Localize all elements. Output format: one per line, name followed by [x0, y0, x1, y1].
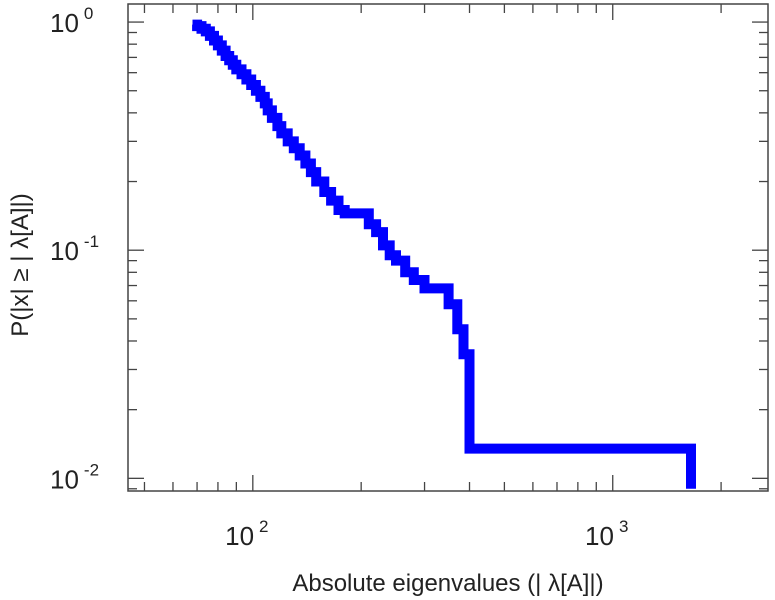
x-tick-label: 10 3	[585, 517, 628, 551]
x-tick-label-exponent: 3	[619, 517, 628, 536]
y-tick-label-exponent: -1	[84, 232, 99, 251]
y-tick-label: 10 -1	[50, 232, 99, 266]
plot-frame	[127, 3, 769, 492]
x-tick-label-base: 10	[225, 521, 254, 551]
y-tick-label-base: 10	[50, 236, 79, 266]
y-tick-label: 10 0	[50, 4, 93, 38]
series-line-eigenvalue-ccdf	[192, 19, 696, 489]
y-tick-label-exponent: -2	[84, 460, 99, 479]
x-tick-labels: 10 2 10 3	[225, 517, 628, 551]
y-tick-labels: 10 0 10 -1 10 -2	[50, 4, 99, 494]
major-ticks	[128, 4, 768, 491]
x-tick-label-base: 10	[585, 521, 614, 551]
y-tick-label: 10 -2	[50, 460, 99, 494]
x-tick-label-exponent: 2	[259, 517, 268, 536]
series-layer	[192, 19, 696, 489]
minor-ticks	[128, 4, 768, 491]
y-axis-title: P(|x| ≥ | λ[A]|)	[7, 193, 34, 336]
x-tick-label: 10 2	[225, 517, 268, 551]
y-tick-label-base: 10	[50, 464, 79, 494]
y-tick-label-base: 10	[50, 8, 79, 38]
x-axis-title: Absolute eigenvalues (| λ[A]|)	[292, 570, 603, 597]
y-tick-label-exponent: 0	[84, 4, 93, 23]
